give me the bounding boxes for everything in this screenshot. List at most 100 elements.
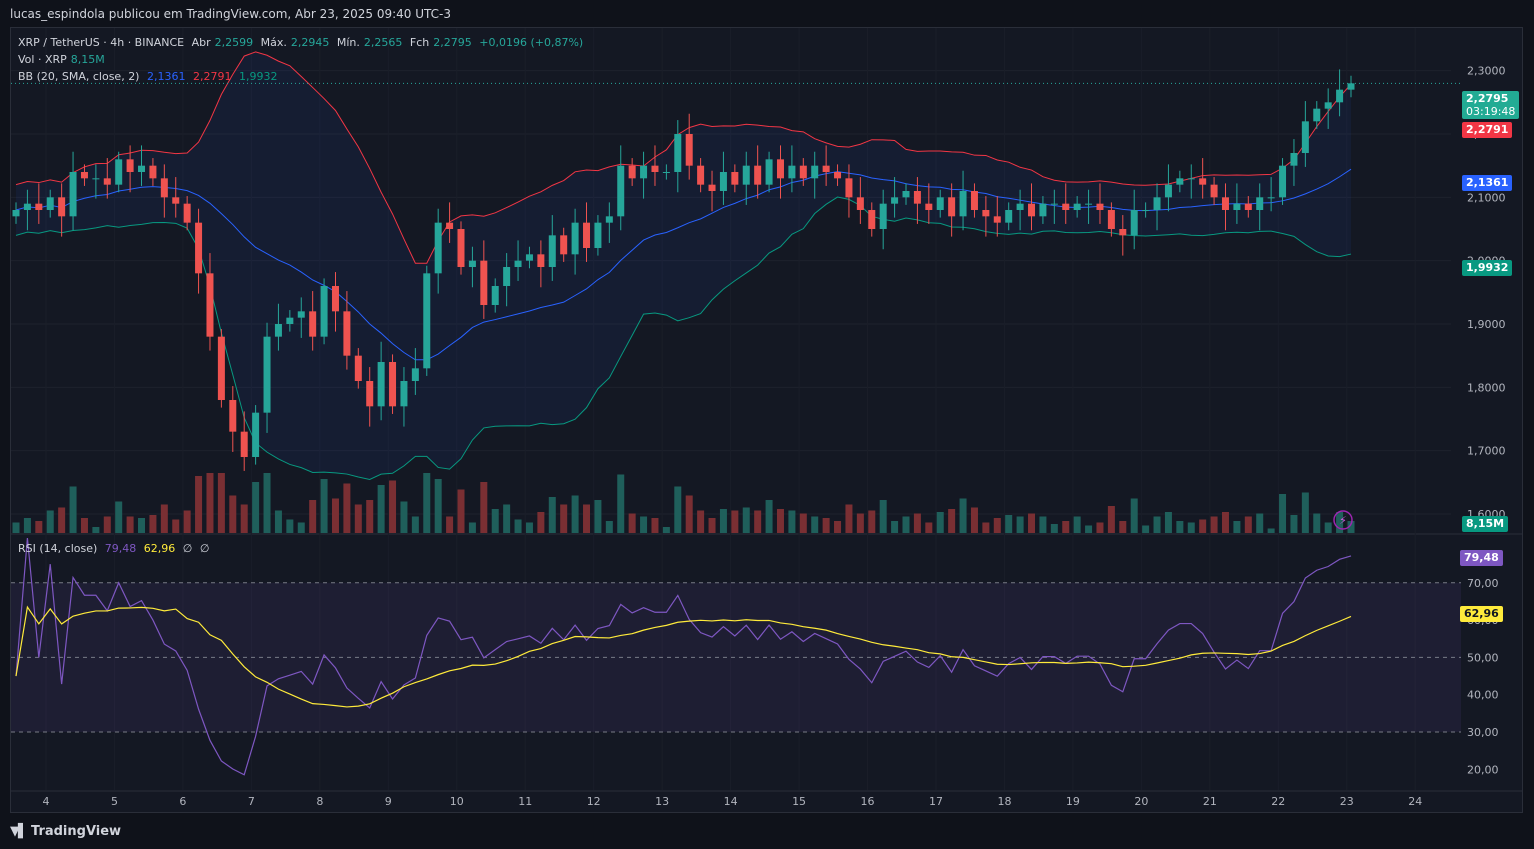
candle-body xyxy=(503,267,511,286)
legend-high-label: Máx. xyxy=(260,36,287,49)
candle-body xyxy=(788,165,796,179)
volume-bar xyxy=(925,522,933,533)
volume-bar xyxy=(1210,516,1218,533)
volume-bar xyxy=(331,498,339,533)
candle-body xyxy=(103,178,111,185)
volume-bar xyxy=(240,504,248,533)
countdown-value: 03:19:48 xyxy=(1466,105,1516,118)
candle-body xyxy=(274,324,282,337)
volume-bar xyxy=(229,495,237,533)
volume-bar xyxy=(12,522,20,533)
volume-bar xyxy=(1176,521,1184,533)
rsi-line xyxy=(15,537,1352,776)
candle-body xyxy=(35,203,43,210)
volume-bar xyxy=(69,486,77,533)
legend-high: 2,2945 xyxy=(290,36,330,49)
chart-canvas[interactable]: 2,30002,20002,10002,00001,90001,80001,70… xyxy=(11,28,1522,812)
candle-body xyxy=(719,172,727,191)
volume-bar xyxy=(1039,516,1047,533)
tradingview-logo[interactable]: ▼▌ TradingView xyxy=(10,824,121,839)
bb-legend-upper: 2,2791 xyxy=(192,70,232,83)
volume-legend-label: Vol · XRP xyxy=(18,53,67,66)
rsi-tick-label: 30,00 xyxy=(1467,726,1499,739)
candle-body xyxy=(891,197,899,204)
volume-legend: Vol · XRP 8,15M xyxy=(18,53,109,66)
volume-bar xyxy=(1244,516,1252,533)
rsi-legend-x1: ∅ xyxy=(182,542,193,555)
time-tick-label: 4 xyxy=(43,795,50,808)
candle-body xyxy=(172,197,180,204)
volume-bar xyxy=(35,521,43,533)
rsi-tick-label: 70,00 xyxy=(1467,577,1499,590)
price-tick-label: 1,7000 xyxy=(1467,445,1506,458)
candle-body xyxy=(1073,203,1081,210)
volume-bar xyxy=(320,479,328,533)
rsi-value-label: 79,48 xyxy=(1460,550,1503,566)
rsi-tick-label: 20,00 xyxy=(1467,763,1499,776)
candle-body xyxy=(195,222,203,274)
volume-bar xyxy=(1107,506,1115,533)
candle-body xyxy=(1028,203,1036,217)
candle-body xyxy=(297,311,305,318)
volume-bar xyxy=(1279,494,1287,533)
candle-body xyxy=(309,311,317,337)
volume-bar xyxy=(160,504,168,533)
volume-bar xyxy=(560,504,568,533)
candle-body xyxy=(1050,203,1058,205)
volume-bar xyxy=(446,516,454,533)
time-tick-label: 11 xyxy=(518,795,532,808)
volume-bar xyxy=(149,515,157,533)
candle-body xyxy=(1199,178,1207,185)
candle-body xyxy=(1016,203,1024,210)
volume-bar xyxy=(1073,516,1081,533)
candle-body xyxy=(936,197,944,210)
candle-body xyxy=(12,210,20,217)
volume-bar xyxy=(23,518,31,533)
candle-body xyxy=(69,172,77,217)
candle-body xyxy=(868,210,876,229)
chart-frame[interactable]: 2,30002,20002,10002,00001,90001,80001,70… xyxy=(10,27,1523,813)
volume-bar xyxy=(480,482,488,533)
tradingview-logo-text: TradingView xyxy=(31,824,122,839)
candle-body xyxy=(80,172,88,179)
candle-body xyxy=(354,355,362,381)
volume-bar xyxy=(491,509,499,533)
volume-bar xyxy=(126,516,134,533)
candle-body xyxy=(548,235,556,267)
time-tick-label: 14 xyxy=(724,795,738,808)
candle-body xyxy=(480,260,488,305)
candle-body xyxy=(1324,102,1332,109)
candle-body xyxy=(320,286,328,337)
rsi-legend-value: 79,48 xyxy=(104,542,137,555)
last-price-label: 2,2795 03:19:48 xyxy=(1462,91,1520,119)
time-tick-label: 19 xyxy=(1066,795,1080,808)
volume-legend-value: 8,15M xyxy=(70,53,105,66)
volume-bar xyxy=(92,527,100,533)
candle-body xyxy=(434,222,442,274)
volume-bar xyxy=(1142,525,1150,533)
candle-body xyxy=(377,362,385,407)
volume-bar xyxy=(343,483,351,533)
candle-body xyxy=(617,165,625,217)
time-tick-label: 18 xyxy=(997,795,1011,808)
volume-bar xyxy=(206,473,214,533)
volume-bar xyxy=(1313,513,1321,533)
candle-body xyxy=(446,222,454,229)
time-tick-label: 20 xyxy=(1134,795,1148,808)
candle-body xyxy=(1187,178,1195,180)
volume-bar xyxy=(1130,498,1138,533)
candle-body xyxy=(1119,229,1127,236)
volume-label: 8,15M xyxy=(1462,516,1509,532)
volume-bar xyxy=(1119,521,1127,533)
candle-body xyxy=(366,381,374,407)
candle-body xyxy=(1039,203,1047,217)
candle-body xyxy=(457,229,465,267)
lightning-glyph: ⚡ xyxy=(1339,514,1347,527)
volume-bar xyxy=(138,518,146,533)
candle-body xyxy=(594,222,602,248)
candle-body xyxy=(583,222,591,248)
volume-bar xyxy=(856,513,864,533)
time-tick-label: 8 xyxy=(316,795,323,808)
candle-body xyxy=(126,159,134,172)
volume-bar xyxy=(868,510,876,533)
